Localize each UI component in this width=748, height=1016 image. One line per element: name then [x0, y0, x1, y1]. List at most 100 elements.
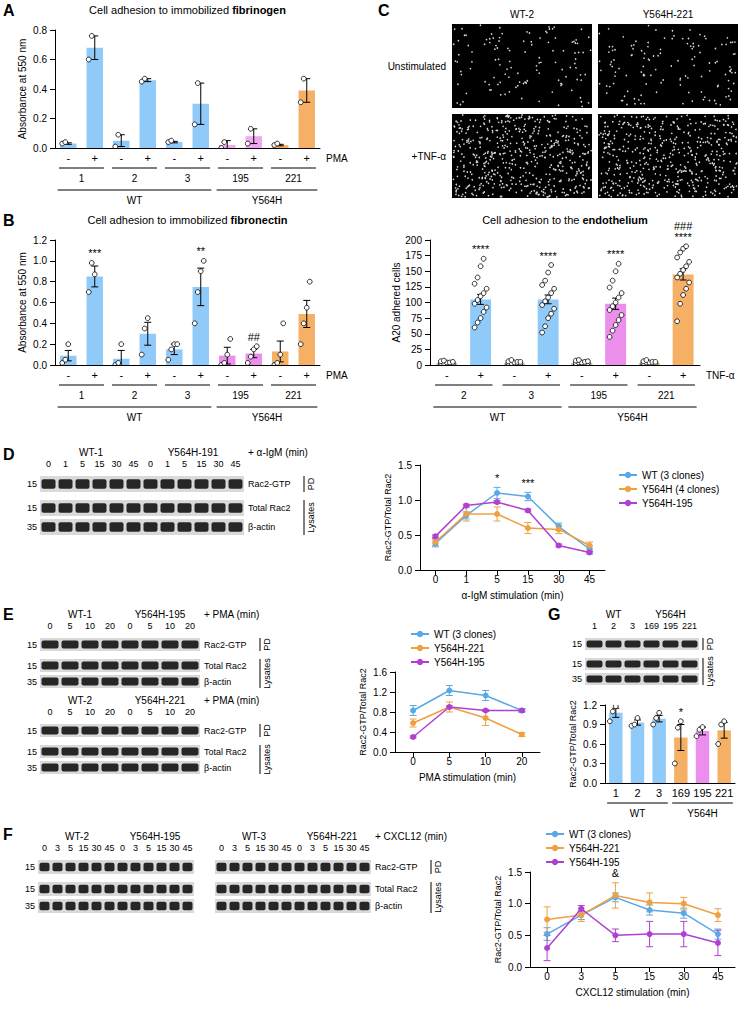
- svg-text:30: 30: [346, 843, 356, 853]
- svg-text:20: 20: [105, 621, 115, 631]
- svg-text:195: 195: [590, 390, 607, 401]
- svg-text:5: 5: [182, 459, 187, 469]
- svg-text:+ α-IgM (min): + α-IgM (min): [248, 447, 308, 458]
- svg-text:Y564H (4 clones): Y564H (4 clones): [642, 484, 719, 495]
- svg-text:195: 195: [663, 621, 678, 631]
- svg-text:Y564H: Y564H: [252, 412, 283, 423]
- svg-text:45: 45: [182, 843, 192, 853]
- svg-text:+: +: [92, 369, 98, 381]
- svg-text:221: 221: [658, 390, 675, 401]
- svg-text:1.6: 1.6: [373, 667, 387, 678]
- svg-text:Rac2-GTP: Rac2-GTP: [204, 726, 247, 736]
- svg-text:3: 3: [185, 390, 191, 401]
- svg-text:0: 0: [127, 621, 132, 631]
- svg-text:Rac2-GTP/Total Rac2: Rac2-GTP/Total Rac2: [383, 474, 393, 562]
- svg-text:0.6: 0.6: [33, 54, 47, 65]
- svg-text:0: 0: [42, 843, 47, 853]
- svg-text:Cell adhesion to immobilized: Cell adhesion to immobilized: [88, 214, 231, 226]
- svg-text:45: 45: [712, 971, 724, 982]
- svg-text:30: 30: [678, 971, 690, 982]
- svg-text:5: 5: [146, 843, 151, 853]
- svg-text:PMA: PMA: [326, 370, 348, 381]
- svg-text:2: 2: [132, 390, 138, 401]
- svg-text:PMA: PMA: [326, 153, 348, 164]
- svg-text:0.8: 0.8: [33, 276, 47, 287]
- svg-text:45: 45: [584, 574, 596, 585]
- svg-text:0.3: 0.3: [583, 758, 597, 769]
- svg-text:2: 2: [461, 390, 467, 401]
- svg-text:***: ***: [521, 477, 535, 489]
- svg-text:1: 1: [463, 574, 469, 585]
- svg-text:30: 30: [169, 843, 179, 853]
- svg-text:+ CXCL12 (min): + CXCL12 (min): [375, 831, 447, 842]
- svg-text:WT-2: WT-2: [510, 9, 534, 20]
- svg-text:WT: WT: [630, 808, 646, 819]
- svg-text:+: +: [145, 152, 151, 164]
- svg-text:0: 0: [148, 459, 153, 469]
- svg-text:45: 45: [128, 459, 138, 469]
- svg-text:Unstimulated: Unstimulated: [388, 61, 446, 72]
- svg-text:2: 2: [634, 787, 640, 799]
- svg-text:35: 35: [572, 674, 582, 684]
- svg-text:15: 15: [78, 843, 88, 853]
- svg-text:Rac2-GTP/Total Rac2: Rac2-GTP/Total Rac2: [568, 700, 578, 788]
- svg-text:-: -: [66, 152, 70, 164]
- svg-text:endothelium: endothelium: [582, 214, 648, 226]
- svg-text:0.0: 0.0: [373, 747, 387, 758]
- svg-text:0: 0: [544, 971, 550, 982]
- svg-text:****: ****: [540, 250, 558, 262]
- svg-text:Y564H-195: Y564H-195: [642, 498, 693, 509]
- svg-text:Y564H-191: Y564H-191: [168, 447, 219, 458]
- svg-text:+: +: [304, 152, 310, 164]
- svg-text:5: 5: [494, 574, 500, 585]
- svg-text:15: 15: [27, 640, 37, 650]
- svg-text:##: ##: [248, 331, 261, 343]
- svg-text:5: 5: [323, 843, 328, 853]
- svg-text:-: -: [172, 369, 176, 381]
- svg-text:150: 150: [405, 266, 422, 277]
- svg-text:+: +: [251, 369, 257, 381]
- svg-text:Lysates: Lysates: [306, 502, 316, 533]
- svg-text:5: 5: [147, 707, 152, 717]
- svg-text:**: **: [196, 245, 205, 257]
- svg-text:****: ****: [472, 243, 490, 255]
- svg-text:35: 35: [25, 901, 35, 911]
- svg-text:3: 3: [656, 787, 662, 799]
- svg-text:###: ###: [674, 220, 693, 232]
- svg-text:1: 1: [592, 621, 597, 631]
- svg-text:+TNF-α: +TNF-α: [412, 151, 447, 162]
- svg-text:Y564H-195: Y564H-195: [434, 657, 485, 668]
- svg-text:3: 3: [630, 621, 635, 631]
- svg-text:D: D: [3, 446, 15, 463]
- svg-text:175: 175: [405, 250, 422, 261]
- svg-text:Y564H-221: Y564H-221: [307, 831, 358, 842]
- svg-text:Cell adhesion to immobilized: Cell adhesion to immobilized: [89, 4, 232, 16]
- svg-text:25: 25: [411, 344, 423, 355]
- svg-text:2: 2: [132, 173, 138, 184]
- svg-text:-: -: [278, 152, 282, 164]
- svg-text:-: -: [580, 369, 584, 381]
- svg-text:0: 0: [433, 574, 439, 585]
- svg-text:-: -: [225, 369, 229, 381]
- svg-text:169: 169: [644, 621, 659, 631]
- svg-text:45: 45: [104, 843, 114, 853]
- svg-text:15: 15: [25, 884, 35, 894]
- svg-text:Total Rac2: Total Rac2: [204, 661, 247, 671]
- svg-text:15: 15: [333, 843, 343, 853]
- svg-text:0.4: 0.4: [373, 727, 387, 738]
- svg-text:1.5: 1.5: [398, 460, 412, 471]
- svg-text:195: 195: [693, 787, 711, 799]
- svg-text:5: 5: [67, 707, 72, 717]
- svg-text:0: 0: [46, 459, 51, 469]
- svg-text:WT (3 clones): WT (3 clones): [642, 470, 704, 481]
- svg-text:WT (3 clones): WT (3 clones): [569, 829, 631, 840]
- svg-text:1.2: 1.2: [583, 700, 597, 711]
- svg-text:3: 3: [310, 843, 315, 853]
- svg-text:A: A: [3, 2, 15, 19]
- svg-text:3: 3: [528, 390, 534, 401]
- svg-text:Total Rac2: Total Rac2: [375, 884, 418, 894]
- svg-text:0.8: 0.8: [33, 25, 47, 36]
- svg-text:0: 0: [127, 707, 132, 717]
- svg-text:TNF-α: TNF-α: [706, 370, 735, 381]
- svg-text:75: 75: [411, 313, 423, 324]
